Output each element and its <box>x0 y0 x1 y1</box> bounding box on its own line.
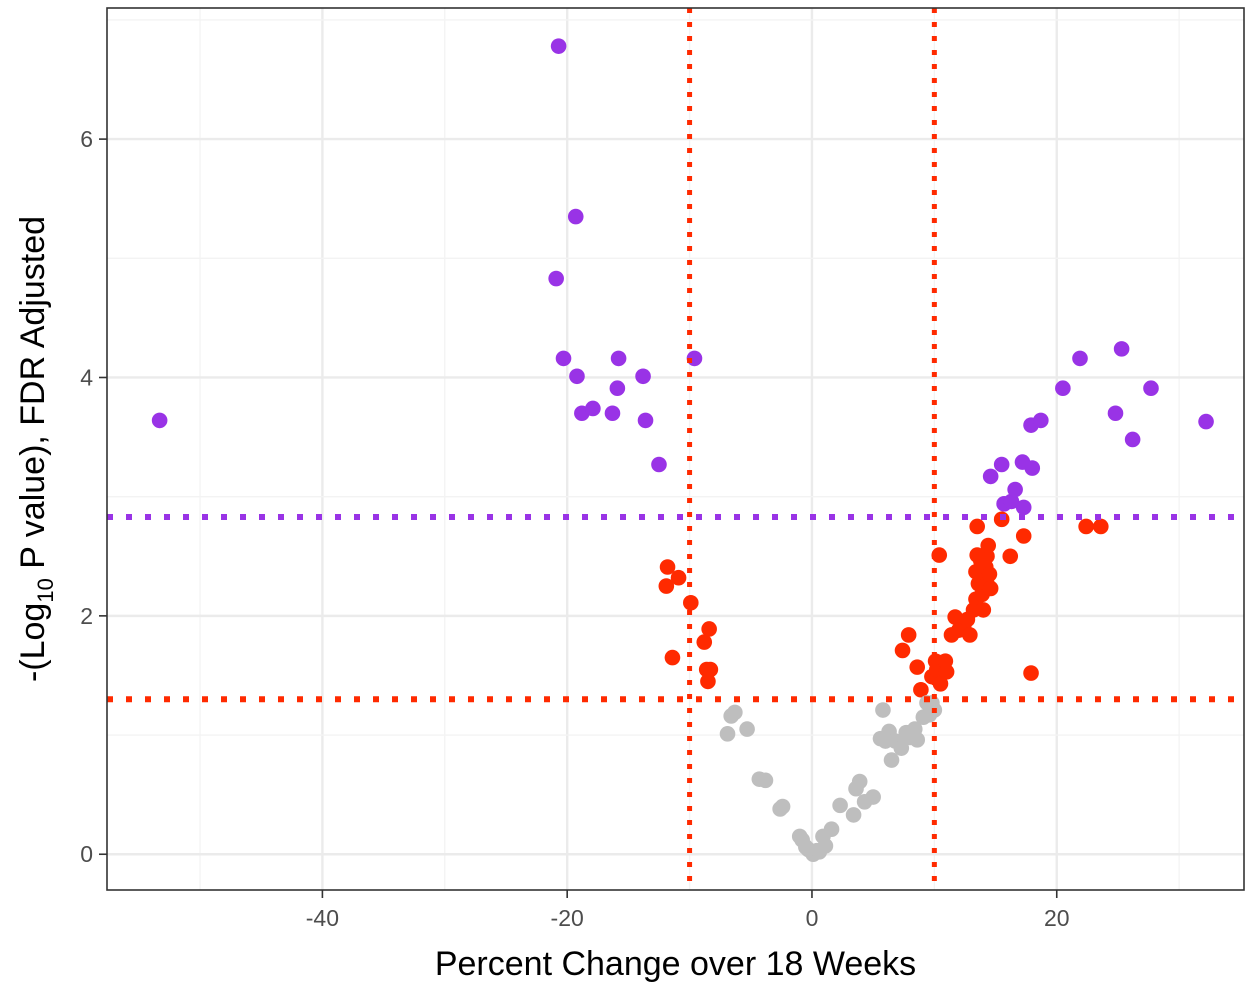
data-point-purple <box>651 456 667 473</box>
data-point-red <box>1093 518 1109 535</box>
data-points <box>151 38 1214 863</box>
data-point-gray <box>832 797 848 814</box>
data-point-gray <box>851 773 868 790</box>
data-point-red <box>932 676 949 692</box>
data-point-red <box>980 537 997 554</box>
data-point-red <box>969 518 985 535</box>
data-point-red <box>909 659 926 675</box>
data-point-gray <box>823 821 840 838</box>
data-point-gray <box>739 721 755 737</box>
data-point-purple <box>1198 413 1214 430</box>
y-tick-label: 2 <box>80 603 93 629</box>
data-point-purple <box>569 368 585 385</box>
data-point-red <box>700 673 716 690</box>
y-axis-title-suffix: P value), FDR Adjusted <box>14 216 52 578</box>
data-point-purple <box>1024 460 1041 476</box>
x-tick-label: -40 <box>306 905 339 931</box>
data-point-purple <box>567 208 584 225</box>
data-point-gray <box>727 704 743 721</box>
data-point-purple <box>585 400 601 417</box>
y-axis-title: -(Log10 P value), FDR Adjusted <box>14 216 58 682</box>
y-axis-title-prefix: -(Log <box>14 603 52 682</box>
data-point-red <box>664 649 681 666</box>
data-point-gray <box>893 740 910 756</box>
data-point-red <box>938 664 955 680</box>
data-point-red <box>982 580 999 597</box>
data-point-red <box>682 594 699 611</box>
data-point-red <box>696 634 713 650</box>
y-tick-label: 0 <box>80 841 93 867</box>
data-point-red <box>962 627 978 643</box>
x-tick-label: -20 <box>551 905 584 931</box>
data-point-purple <box>604 405 621 422</box>
data-point-red <box>659 559 676 575</box>
data-point-purple <box>609 380 626 397</box>
data-point-purple <box>993 456 1010 473</box>
data-point-gray <box>883 752 900 768</box>
data-point-gray <box>875 702 891 718</box>
data-point-red <box>913 681 929 698</box>
data-point-gray <box>719 726 736 742</box>
data-point-gray <box>909 732 926 748</box>
grid <box>107 8 1244 890</box>
data-point-purple <box>1072 350 1088 367</box>
data-point-red <box>981 566 998 582</box>
data-point-purple <box>1124 431 1141 448</box>
data-point-gray <box>757 772 774 789</box>
x-axis-title: Percent Change over 18 Weeks <box>435 945 916 983</box>
data-point-purple <box>1143 380 1159 397</box>
x-tick-label: 20 <box>1044 905 1070 931</box>
data-point-red <box>670 569 687 586</box>
data-point-purple <box>982 468 999 485</box>
data-point-purple <box>1033 412 1049 429</box>
data-point-purple <box>1003 493 1020 510</box>
data-point-purple <box>548 270 564 287</box>
data-point-purple <box>1015 499 1032 516</box>
y-tick-label: 4 <box>80 364 93 390</box>
data-point-red <box>701 621 717 637</box>
data-point-purple <box>610 350 627 367</box>
data-point-gray <box>865 789 881 805</box>
data-point-red <box>702 661 719 678</box>
x-axis: -40 -20 0 20 <box>306 890 1070 931</box>
data-point-purple <box>637 412 654 429</box>
panel-border <box>106 7 1245 891</box>
data-point-red <box>894 642 911 659</box>
y-axis: 0 2 4 6 <box>80 126 107 867</box>
data-point-purple <box>1113 341 1130 357</box>
data-point-gray <box>845 807 862 823</box>
data-point-red <box>1078 518 1094 535</box>
data-point-purple <box>1055 380 1071 397</box>
data-point-red <box>1015 528 1032 544</box>
data-point-red <box>900 627 917 643</box>
data-point-purple <box>550 38 567 54</box>
x-tick-label: 0 <box>806 905 819 931</box>
data-point-gray <box>774 798 791 815</box>
data-point-gray <box>817 838 834 854</box>
y-axis-title-subscript: 10 <box>33 578 58 602</box>
data-point-red <box>975 602 992 618</box>
data-point-purple <box>151 412 168 429</box>
data-point-purple <box>1007 481 1023 498</box>
data-point-purple <box>635 368 651 385</box>
data-point-red <box>1023 665 1039 681</box>
y-tick-label: 6 <box>80 126 93 152</box>
data-point-purple <box>1107 405 1124 422</box>
data-point-red <box>1002 548 1019 565</box>
data-point-red <box>658 578 675 594</box>
data-point-purple <box>555 350 572 367</box>
